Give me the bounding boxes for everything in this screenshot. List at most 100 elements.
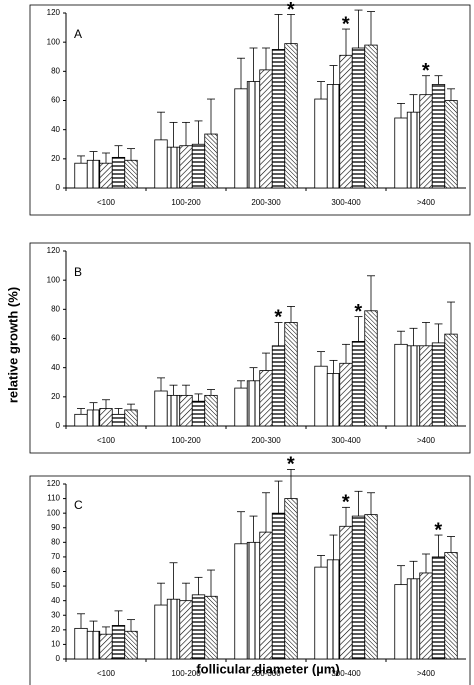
significance-star: * [342, 13, 350, 35]
y-tick-label: 60 [51, 334, 60, 343]
panel-frame [29, 242, 471, 454]
y-tick-label: 100 [47, 37, 61, 46]
bar [166, 598, 181, 660]
y-tick-label: 40 [51, 596, 60, 605]
bar [124, 630, 138, 660]
bar [99, 162, 113, 189]
bar [326, 559, 341, 660]
y-tick-label: 80 [51, 537, 60, 546]
x-tick-label: 100-200 [171, 436, 201, 445]
bar [419, 345, 433, 427]
bar [154, 604, 168, 660]
y-tick-label: 100 [47, 508, 61, 517]
y-tick-label: 20 [51, 154, 60, 163]
bar [339, 54, 353, 189]
bar [351, 515, 366, 660]
x-tick-label: >400 [417, 669, 436, 678]
x-tick-label: 300-400 [331, 198, 361, 207]
panel-letter: A [74, 27, 82, 41]
bar [99, 633, 113, 660]
bar [351, 341, 366, 427]
bar [431, 84, 446, 189]
bar [259, 370, 273, 427]
bar [154, 390, 168, 427]
bar [339, 362, 353, 427]
y-tick-label: 60 [51, 96, 60, 105]
bar [179, 145, 193, 189]
bar [86, 630, 101, 660]
y-tick-label: 40 [51, 125, 60, 134]
y-tick-label: 0 [56, 421, 61, 430]
bar [364, 44, 378, 189]
x-tick-label: 200-300 [251, 198, 281, 207]
bar [284, 322, 298, 427]
bar [444, 100, 458, 189]
bar [419, 94, 433, 189]
bar [394, 117, 408, 189]
bar [271, 49, 286, 189]
bar [431, 556, 446, 660]
significance-star: * [434, 519, 442, 541]
bar [74, 162, 88, 189]
x-axis-label: follicular diameter (µm) [196, 661, 339, 676]
significance-star: * [287, 0, 295, 21]
x-tick-label: 300-400 [331, 436, 361, 445]
bar [314, 566, 328, 660]
bar [271, 345, 286, 427]
bar [86, 159, 101, 189]
bar [111, 413, 126, 427]
bar [166, 394, 181, 427]
bar [406, 578, 421, 660]
bar [259, 531, 273, 660]
significance-star: * [354, 301, 362, 323]
bar [74, 627, 88, 660]
bar [111, 625, 126, 660]
bar [74, 413, 88, 427]
bar [191, 594, 206, 660]
bar [364, 310, 378, 427]
bar [394, 584, 408, 660]
y-axis-label: relative growth (%) [5, 287, 20, 403]
bar [124, 409, 138, 427]
panel-letter: B [74, 265, 82, 279]
bar [234, 88, 248, 189]
y-tick-label: 120 [47, 479, 61, 488]
bar [284, 43, 298, 189]
bar [86, 409, 101, 427]
y-tick-label: 70 [51, 552, 60, 561]
bar [191, 143, 206, 189]
significance-star: * [274, 307, 282, 329]
y-tick-label: 20 [51, 625, 60, 634]
y-tick-label: 100 [47, 275, 61, 284]
bar [394, 343, 408, 427]
bar [234, 543, 248, 660]
bar [339, 525, 353, 660]
bar [444, 552, 458, 660]
x-tick-label: 200-300 [251, 669, 281, 678]
bar [326, 84, 341, 189]
bar [314, 365, 328, 427]
bar [406, 345, 421, 427]
x-tick-label: >400 [417, 436, 436, 445]
bar [179, 600, 193, 660]
y-tick-label: 40 [51, 363, 60, 372]
significance-star: * [422, 60, 430, 82]
y-tick-label: 60 [51, 567, 60, 576]
panel-frame [29, 475, 471, 685]
bar [246, 541, 261, 660]
x-tick-label: 100-200 [171, 669, 201, 678]
y-tick-label: 120 [47, 246, 61, 255]
x-tick-label: 100-200 [171, 198, 201, 207]
x-tick-label: >400 [417, 198, 436, 207]
bar [166, 146, 181, 189]
y-tick-label: 30 [51, 610, 60, 619]
x-tick-label: <100 [97, 669, 116, 678]
panel-frame [29, 4, 471, 216]
bar [204, 394, 218, 427]
bar [431, 342, 446, 427]
x-tick-label: 300-400 [331, 669, 361, 678]
y-tick-label: 10 [51, 640, 60, 649]
panel-letter: C [74, 498, 83, 512]
